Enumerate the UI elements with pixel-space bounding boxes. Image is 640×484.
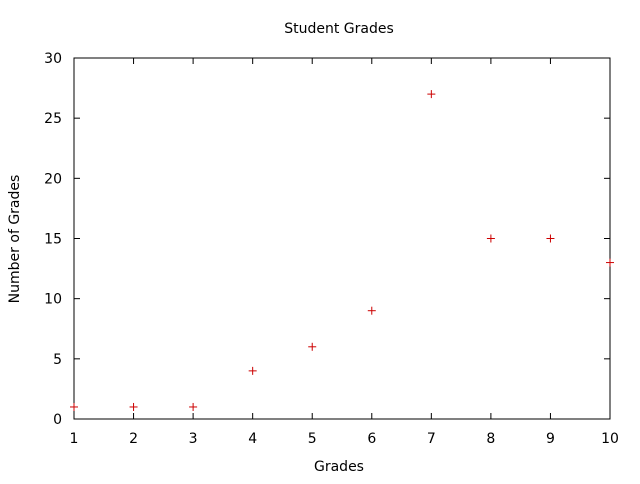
data-point (606, 258, 614, 267)
data-point (308, 342, 317, 351)
x-tick-label: 4 (248, 431, 257, 447)
chart-title: Student Grades (284, 21, 394, 37)
data-point (486, 234, 495, 243)
x-tick-label: 5 (308, 431, 317, 447)
y-tick-label: 0 (53, 412, 62, 428)
y-axis: 0 5 10 15 20 25 30 (44, 51, 610, 428)
data-point (427, 90, 436, 99)
x-tick-label: 7 (427, 431, 436, 447)
x-tick-label: 2 (129, 431, 138, 447)
x-axis-label: Grades (314, 459, 364, 475)
y-tick-label: 30 (44, 51, 62, 67)
y-tick-label: 20 (44, 171, 62, 187)
data-points (70, 90, 614, 411)
x-tick-label: 9 (546, 431, 555, 447)
x-tick-label: 10 (601, 431, 619, 447)
y-tick-label: 10 (44, 292, 62, 308)
data-point (546, 234, 555, 243)
y-axis-label: Number of Grades (7, 175, 23, 304)
data-point (367, 306, 376, 315)
plot-frame (73, 57, 611, 420)
x-tick-label: 1 (70, 431, 79, 447)
data-point (129, 402, 138, 411)
x-tick-label: 8 (486, 431, 495, 447)
x-axis: 1 2 3 4 5 6 7 8 9 10 (70, 58, 619, 447)
y-tick-label: 15 (44, 232, 62, 248)
data-point (189, 402, 198, 411)
y-tick-label: 25 (44, 111, 62, 127)
x-tick-label: 3 (189, 431, 198, 447)
data-point (70, 402, 78, 411)
data-point (248, 366, 257, 375)
x-tick-label: 6 (367, 431, 376, 447)
y-tick-label: 5 (53, 352, 62, 368)
